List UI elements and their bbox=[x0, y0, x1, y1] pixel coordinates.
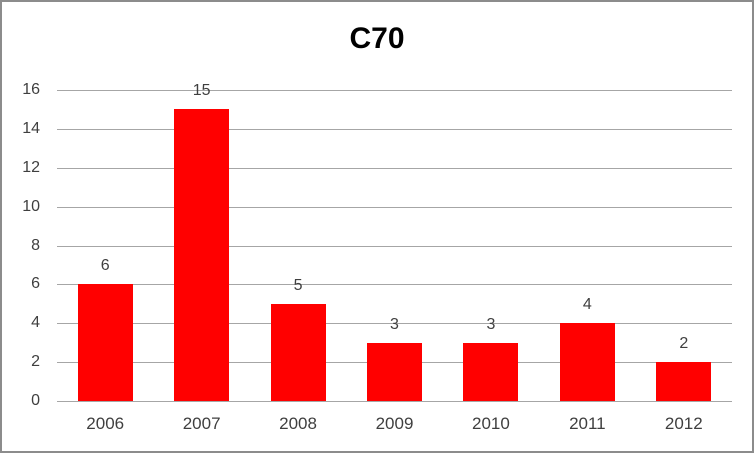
bar-2009 bbox=[367, 342, 422, 401]
x-axis-tick-label: 2007 bbox=[182, 414, 221, 433]
bar-2010 bbox=[463, 342, 519, 401]
gridline-y0 bbox=[57, 401, 732, 402]
data-label: 4 bbox=[582, 296, 592, 314]
data-label: 3 bbox=[390, 315, 399, 333]
x-axis-tick-label: 2006 bbox=[86, 414, 125, 433]
data-label: 2 bbox=[679, 335, 689, 353]
plot-area: 6 15 5 3 3 4 2 bbox=[57, 82, 732, 402]
gridline-y16 bbox=[57, 90, 732, 91]
x-axis-tick-label: 2012 bbox=[664, 414, 703, 433]
gridline-y8 bbox=[57, 245, 732, 247]
y-axis-tick-label: 8 bbox=[31, 236, 40, 254]
data-label: 3 bbox=[486, 315, 496, 333]
chart-title: C70 bbox=[349, 22, 405, 55]
y-axis-tick-label: 6 bbox=[31, 275, 40, 293]
gridline-y4 bbox=[57, 323, 732, 325]
y-axis-tick-label: 10 bbox=[22, 197, 40, 215]
data-label: 5 bbox=[293, 276, 303, 294]
y-axis-tick-label: 4 bbox=[31, 314, 40, 332]
bar-2006 bbox=[77, 284, 133, 401]
gridline-y12 bbox=[57, 167, 732, 169]
bar-2007 bbox=[174, 109, 230, 401]
data-label: 15 bbox=[192, 82, 211, 100]
bar-2008 bbox=[270, 303, 326, 401]
y-axis-tick-label: 14 bbox=[22, 119, 40, 137]
x-axis-tick-label: 2008 bbox=[279, 414, 317, 433]
y-axis-tick-label: 2 bbox=[31, 353, 40, 371]
y-axis-tick-label: 16 bbox=[22, 81, 40, 98]
gridline-y10 bbox=[57, 206, 732, 208]
x-axis-tick-label: 2011 bbox=[569, 414, 606, 433]
x-axis-tick-label: 2010 bbox=[472, 414, 510, 433]
y-axis-tick-label: 12 bbox=[22, 158, 40, 176]
data-label: 6 bbox=[100, 257, 110, 275]
bar-2011 bbox=[559, 323, 615, 401]
y-axis-tick-label: 0 bbox=[31, 392, 40, 409]
gridline-y14 bbox=[57, 128, 732, 130]
bar-2012 bbox=[656, 362, 712, 401]
x-axis-tick-label: 2009 bbox=[375, 414, 414, 433]
gridline-y6 bbox=[57, 284, 732, 286]
